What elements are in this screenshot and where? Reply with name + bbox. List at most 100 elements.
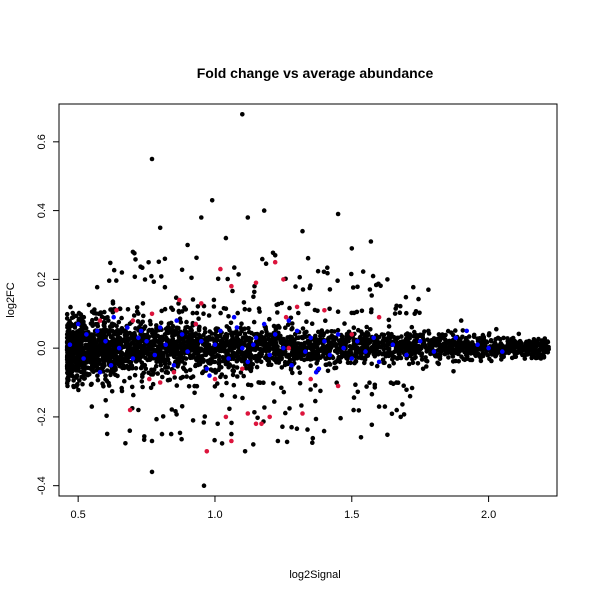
highlight-point xyxy=(231,314,237,320)
background-point xyxy=(209,345,214,351)
background-point xyxy=(335,350,340,356)
background-point xyxy=(120,357,126,363)
background-point xyxy=(285,353,290,358)
background-point xyxy=(248,352,254,358)
background-point xyxy=(265,357,270,363)
background-point xyxy=(159,308,164,314)
background-point xyxy=(66,327,72,332)
highlight-point xyxy=(253,335,259,341)
background-point xyxy=(546,346,551,352)
background-point xyxy=(328,345,334,350)
background-point xyxy=(274,336,280,342)
background-point xyxy=(91,369,96,375)
background-point xyxy=(335,309,341,315)
background-point xyxy=(417,332,423,338)
background-point xyxy=(210,349,216,354)
background-point xyxy=(245,382,251,388)
background-point xyxy=(89,404,95,409)
background-point xyxy=(259,330,265,335)
background-point xyxy=(147,327,152,333)
significant-point xyxy=(349,332,355,337)
background-point xyxy=(338,342,344,347)
background-point xyxy=(98,331,103,336)
background-point xyxy=(407,393,413,399)
background-point xyxy=(252,410,257,415)
background-point xyxy=(64,311,70,317)
background-point xyxy=(426,328,431,334)
background-point xyxy=(385,338,390,344)
background-point xyxy=(196,328,202,333)
background-point xyxy=(113,359,119,364)
background-point xyxy=(247,363,252,368)
background-point xyxy=(536,336,541,342)
background-point xyxy=(401,412,407,417)
highlight-point xyxy=(199,339,204,344)
background-point xyxy=(271,381,276,386)
background-point xyxy=(523,341,528,346)
background-point xyxy=(182,305,187,310)
background-point xyxy=(191,343,197,349)
background-point xyxy=(149,469,155,475)
background-point xyxy=(122,333,128,338)
background-point xyxy=(251,355,257,361)
highlight-point xyxy=(303,349,308,354)
background-point xyxy=(219,441,225,446)
background-point xyxy=(436,332,442,337)
background-point xyxy=(486,333,492,338)
background-point xyxy=(125,356,130,361)
background-point xyxy=(157,225,163,231)
background-point xyxy=(345,356,350,362)
background-point xyxy=(529,355,534,361)
background-point xyxy=(336,354,342,360)
background-point xyxy=(404,310,409,316)
background-point xyxy=(163,326,169,332)
background-point xyxy=(169,351,174,357)
background-point xyxy=(163,365,168,370)
background-point xyxy=(279,355,284,361)
background-point xyxy=(122,329,127,334)
background-point xyxy=(71,378,76,383)
background-point xyxy=(404,387,409,393)
highlight-point xyxy=(125,325,130,330)
background-point xyxy=(100,381,105,387)
background-point xyxy=(284,439,290,445)
background-point xyxy=(541,345,546,351)
significant-point xyxy=(212,376,218,382)
background-point xyxy=(136,407,141,413)
background-point xyxy=(102,309,107,315)
background-point xyxy=(150,333,155,339)
background-point xyxy=(223,331,229,337)
y-axis: -0.4 -0.2 0.0 0.2 0.4 0.6 xyxy=(36,134,59,495)
background-point xyxy=(170,336,176,342)
background-point xyxy=(162,361,168,367)
background-point xyxy=(537,341,542,346)
background-point xyxy=(450,359,456,364)
background-point xyxy=(285,322,291,328)
background-point xyxy=(323,318,328,324)
background-point xyxy=(225,276,230,282)
background-point xyxy=(188,341,194,346)
significant-point xyxy=(204,449,210,454)
background-point xyxy=(151,370,156,376)
background-point xyxy=(313,416,319,422)
background-point xyxy=(154,333,160,339)
background-point xyxy=(327,306,332,312)
background-point xyxy=(293,284,298,289)
highlight-point xyxy=(218,328,223,334)
background-point xyxy=(309,321,315,327)
background-point xyxy=(176,301,181,306)
background-point xyxy=(430,337,436,343)
highlight-point xyxy=(335,332,341,337)
background-point xyxy=(175,339,180,344)
background-point xyxy=(443,346,448,351)
background-point xyxy=(402,342,408,348)
background-point xyxy=(163,370,169,375)
background-point xyxy=(331,337,336,343)
highlight-point xyxy=(130,356,136,361)
background-point xyxy=(261,208,267,213)
background-point xyxy=(272,253,278,258)
background-point xyxy=(172,375,177,380)
background-point xyxy=(149,273,154,279)
background-point xyxy=(178,319,184,325)
background-point xyxy=(119,315,124,321)
